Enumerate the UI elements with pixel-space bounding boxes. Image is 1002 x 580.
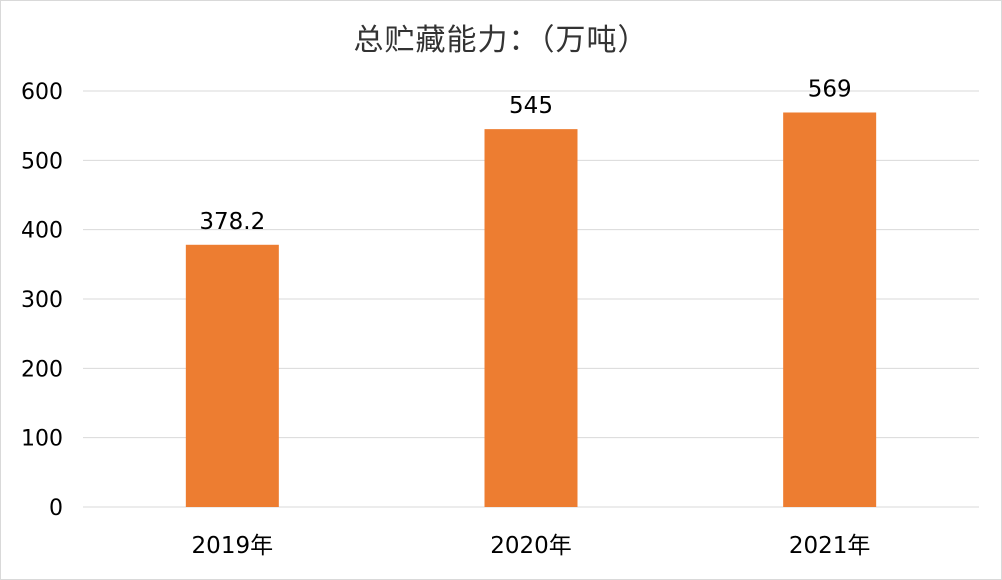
y-tick-label-100: 100 [21, 427, 63, 452]
x-tick-label-0: 2019年 [192, 533, 274, 559]
x-tick-label-1: 2020年 [490, 533, 572, 559]
bar-0 [185, 244, 279, 508]
y-tick-label-0: 0 [49, 496, 63, 521]
bar-1 [484, 129, 578, 507]
y-tick-label-400: 400 [21, 219, 63, 244]
data-label-2: 569 [808, 76, 852, 102]
x-tick-label-2: 2021年 [789, 533, 871, 559]
data-label-1: 545 [509, 93, 553, 119]
y-tick-label-200: 200 [21, 357, 63, 382]
y-tick-label-600: 600 [21, 80, 63, 105]
bar-2 [783, 112, 877, 507]
chart-title: 总贮藏能力：（万吨） [353, 23, 649, 58]
data-label-0: 378.2 [199, 209, 265, 235]
y-tick-label-500: 500 [21, 149, 63, 174]
y-tick-label-300: 300 [21, 288, 63, 313]
